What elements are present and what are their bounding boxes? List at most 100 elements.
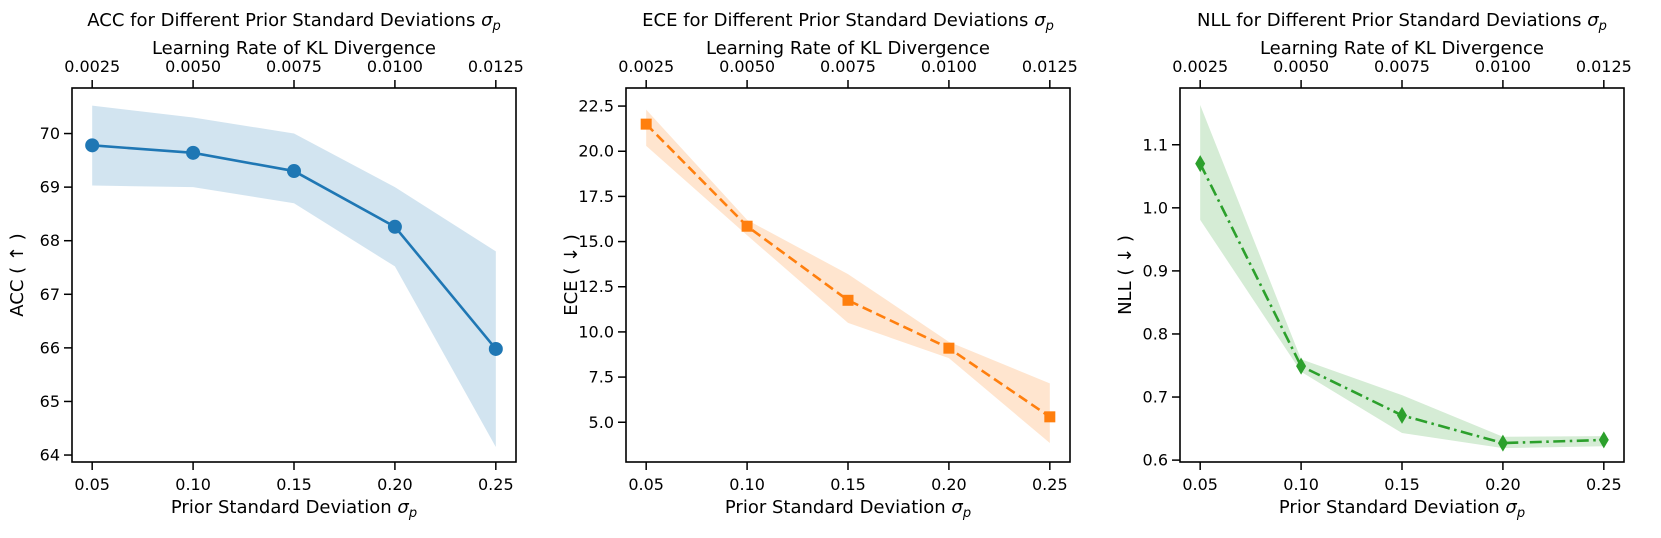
ece-data-marker xyxy=(1044,411,1056,423)
acc-data-marker xyxy=(287,164,301,179)
y-tick-label: 70 xyxy=(40,124,60,143)
x-tick-label: 0.25 xyxy=(1032,475,1068,494)
x-tick-label: 0.10 xyxy=(729,475,765,494)
nll-chart: NLL for Different Prior Standard Deviati… xyxy=(1115,10,1632,521)
acc-chart: ACC for Different Prior Standard Deviati… xyxy=(7,10,524,521)
x-axis-label-text: Prior Standard Deviation xyxy=(171,497,398,518)
y-tick-label: 1.1 xyxy=(1143,135,1168,154)
x-tick-label: 0.25 xyxy=(478,475,514,494)
nll-data-marker xyxy=(1598,431,1609,449)
x-tick-label: 0.10 xyxy=(175,475,211,494)
chart-title-text: ECE for Different Prior Standard Deviati… xyxy=(642,10,1034,31)
top-axis-label: Learning Rate of KL Divergence xyxy=(152,38,436,59)
sigma-symbol: σ xyxy=(1034,10,1046,31)
y-tick-label: 7.5 xyxy=(589,368,614,387)
x-axis-label: Prior Standard Deviation σp xyxy=(171,497,417,521)
top-tick-label: 0.0025 xyxy=(618,57,674,76)
sigma-symbol: σ xyxy=(1587,10,1599,31)
top-tick-label: 0.0050 xyxy=(165,57,221,76)
sigma-symbol: σ xyxy=(951,497,963,518)
top-tick-label: 0.0025 xyxy=(1172,57,1228,76)
top-tick-label: 0.0075 xyxy=(266,57,322,76)
x-tick-label: 0.05 xyxy=(628,475,664,494)
y-tick-label: 67 xyxy=(40,285,60,304)
y-tick-label: 0.6 xyxy=(1143,451,1168,470)
y-tick-label: 69 xyxy=(40,178,60,197)
sigma-subscript: p xyxy=(408,506,417,521)
x-axis-label-text: Prior Standard Deviation xyxy=(1279,497,1506,518)
top-tick-label: 0.0075 xyxy=(820,57,876,76)
top-tick-label: 0.0100 xyxy=(921,57,977,76)
y-axis-label: ACC ( ↑ ) xyxy=(7,233,28,316)
acc-data-marker xyxy=(85,138,100,153)
top-tick-label: 0.0050 xyxy=(719,57,775,76)
chart-title: NLL for Different Prior Standard Deviati… xyxy=(1197,10,1607,34)
y-tick-label: 22.5 xyxy=(578,97,614,116)
y-tick-label: 5.0 xyxy=(589,413,614,432)
top-axis-label: Learning Rate of KL Divergence xyxy=(1260,38,1544,59)
sigma-symbol: σ xyxy=(481,10,493,31)
sigma-symbol: σ xyxy=(1505,497,1517,518)
ece-data-marker xyxy=(842,294,854,306)
top-tick-label: 0.0125 xyxy=(468,57,524,76)
x-tick-label: 0.25 xyxy=(1586,475,1622,494)
y-tick-label: 0.8 xyxy=(1143,324,1168,343)
x-tick-label: 0.15 xyxy=(830,475,866,494)
acc-data-marker xyxy=(186,145,201,160)
x-axis-label: Prior Standard Deviation σp xyxy=(725,497,971,521)
plot-area: 0.05 0.0025 0.10 0.0050 0.15 0.0075 0.20 0.0100… xyxy=(1143,57,1632,494)
x-tick-label: 0.05 xyxy=(74,475,110,494)
top-tick-label: 0.0125 xyxy=(1576,57,1632,76)
x-axis-label-text: Prior Standard Deviation xyxy=(725,497,952,518)
y-tick-label: 1.0 xyxy=(1143,198,1168,217)
x-tick-label: 0.20 xyxy=(931,475,967,494)
y-tick-label: 0.7 xyxy=(1143,388,1168,407)
acc-panel: ACC for Different Prior Standard Deviati… xyxy=(0,0,553,534)
top-tick-label: 0.0075 xyxy=(1374,57,1430,76)
ece-data-marker xyxy=(741,220,753,232)
y-tick-label: 0.9 xyxy=(1143,261,1168,280)
ece-data-marker xyxy=(640,118,652,130)
y-tick-label: 66 xyxy=(40,338,60,357)
acc-data-marker xyxy=(387,219,402,234)
y-tick-label: 12.5 xyxy=(578,277,614,296)
nll-data-marker xyxy=(1296,357,1307,375)
nll-data-marker xyxy=(1497,434,1508,452)
nll-data-marker xyxy=(1397,406,1407,424)
y-tick-label: 17.5 xyxy=(578,187,614,206)
top-tick-label: 0.0100 xyxy=(367,57,423,76)
ece-confidence-band xyxy=(646,109,1050,444)
plot-area: 0.05 0.0025 0.10 0.0050 0.15 0.0075 0.20 0.0100… xyxy=(40,57,524,494)
sigma-subscript: p xyxy=(1045,19,1054,34)
x-tick-label: 0.05 xyxy=(1182,475,1218,494)
nll-data-marker xyxy=(1195,155,1206,173)
acc-data-marker xyxy=(488,341,503,356)
chart-title: ACC for Different Prior Standard Deviati… xyxy=(87,10,501,34)
chart-title-text: NLL for Different Prior Standard Deviati… xyxy=(1197,10,1587,31)
y-axis-label: ECE ( ↓ ) xyxy=(561,234,582,316)
sigma-subscript: p xyxy=(491,19,500,34)
sigma-subscript: p xyxy=(1598,19,1607,34)
ece-panel: ECE for Different Prior Standard Deviati… xyxy=(554,0,1107,534)
ece-chart: ECE for Different Prior Standard Deviati… xyxy=(561,10,1078,521)
nll-confidence-band xyxy=(1200,105,1604,449)
sigma-subscript: p xyxy=(1516,506,1525,521)
top-axis-label: Learning Rate of KL Divergence xyxy=(706,38,990,59)
top-tick-label: 0.0025 xyxy=(64,57,120,76)
x-tick-label: 0.15 xyxy=(1384,475,1420,494)
plot-area: 0.05 0.0025 0.10 0.0050 0.15 0.0075 0.20 0.0100… xyxy=(578,57,1077,494)
chart-title: ECE for Different Prior Standard Deviati… xyxy=(642,10,1054,34)
sigma-subscript: p xyxy=(962,506,971,521)
y-tick-label: 10.0 xyxy=(578,322,614,341)
x-tick-label: 0.20 xyxy=(1485,475,1521,494)
ece-data-marker xyxy=(943,342,955,354)
sigma-symbol: σ xyxy=(397,497,409,518)
y-tick-label: 65 xyxy=(40,392,60,411)
y-axis-label: NLL ( ↓ ) xyxy=(1115,235,1136,315)
ece-data-line xyxy=(645,123,1051,418)
chart-title-text: ACC for Different Prior Standard Deviati… xyxy=(87,10,481,31)
y-tick-label: 64 xyxy=(40,446,60,465)
top-tick-label: 0.0050 xyxy=(1273,57,1329,76)
nll-panel: NLL for Different Prior Standard Deviati… xyxy=(1108,0,1661,534)
x-axis-label: Prior Standard Deviation σp xyxy=(1279,497,1525,521)
